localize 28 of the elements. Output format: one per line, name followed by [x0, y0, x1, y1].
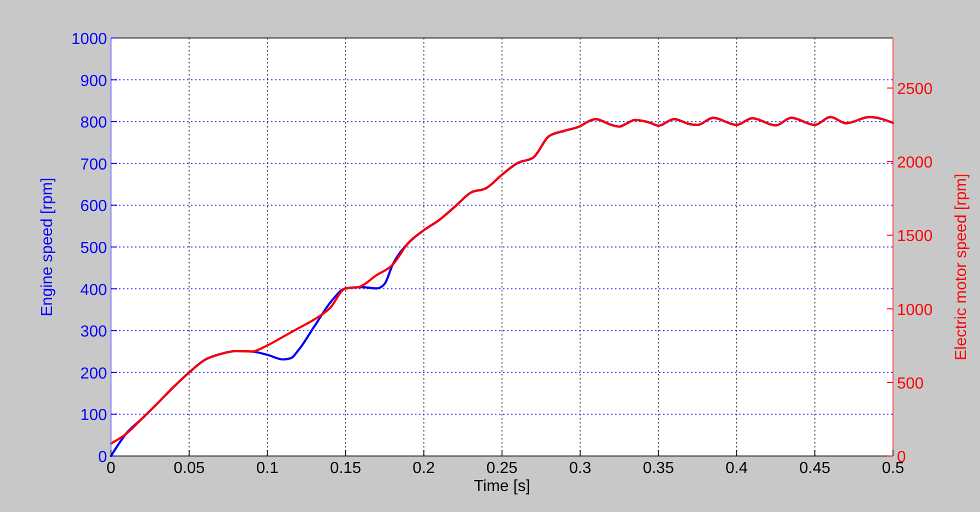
y-tick-label: 500	[80, 240, 108, 257]
y2-tick-label: 500	[897, 375, 924, 392]
x-tick-label: 0.4	[725, 460, 748, 477]
x-tick-label: 0.1	[256, 460, 279, 477]
y-tick-label: 800	[80, 114, 108, 132]
x-tick-label: 0.3	[569, 460, 592, 477]
x-tick-label: 0.15	[330, 460, 362, 477]
x-tick-label: 0.25	[486, 460, 518, 477]
x-tick-label: 0.05	[174, 460, 205, 477]
y-tick-label: 700	[80, 156, 108, 174]
x-tick-label: 0.45	[799, 460, 830, 477]
y2-tick-label: 1500	[897, 228, 933, 246]
y-tick-label: 1000	[71, 31, 108, 48]
y-tick-label: 200	[80, 365, 108, 382]
y2-axis-title: Electric motor speed [rpm]	[953, 174, 970, 360]
x-tick-label: 0.35	[642, 460, 674, 477]
y-axis-title: Engine speed [rpm]	[39, 178, 56, 316]
y-tick-label: 0	[98, 449, 108, 466]
y-tick-label: 100	[80, 407, 108, 424]
y-tick-label: 300	[80, 324, 108, 341]
y2-tick-label: 2500	[897, 81, 933, 98]
y-tick-label: 400	[80, 282, 108, 299]
x-tick-label: 0.2	[412, 460, 436, 477]
y-tick-label: 900	[80, 72, 108, 90]
x-axis-title: Time [s]	[474, 478, 530, 495]
y2-tick-label: 1000	[897, 302, 933, 319]
y-tick-label: 600	[80, 198, 108, 216]
y2-tick-label: 2000	[897, 154, 933, 172]
